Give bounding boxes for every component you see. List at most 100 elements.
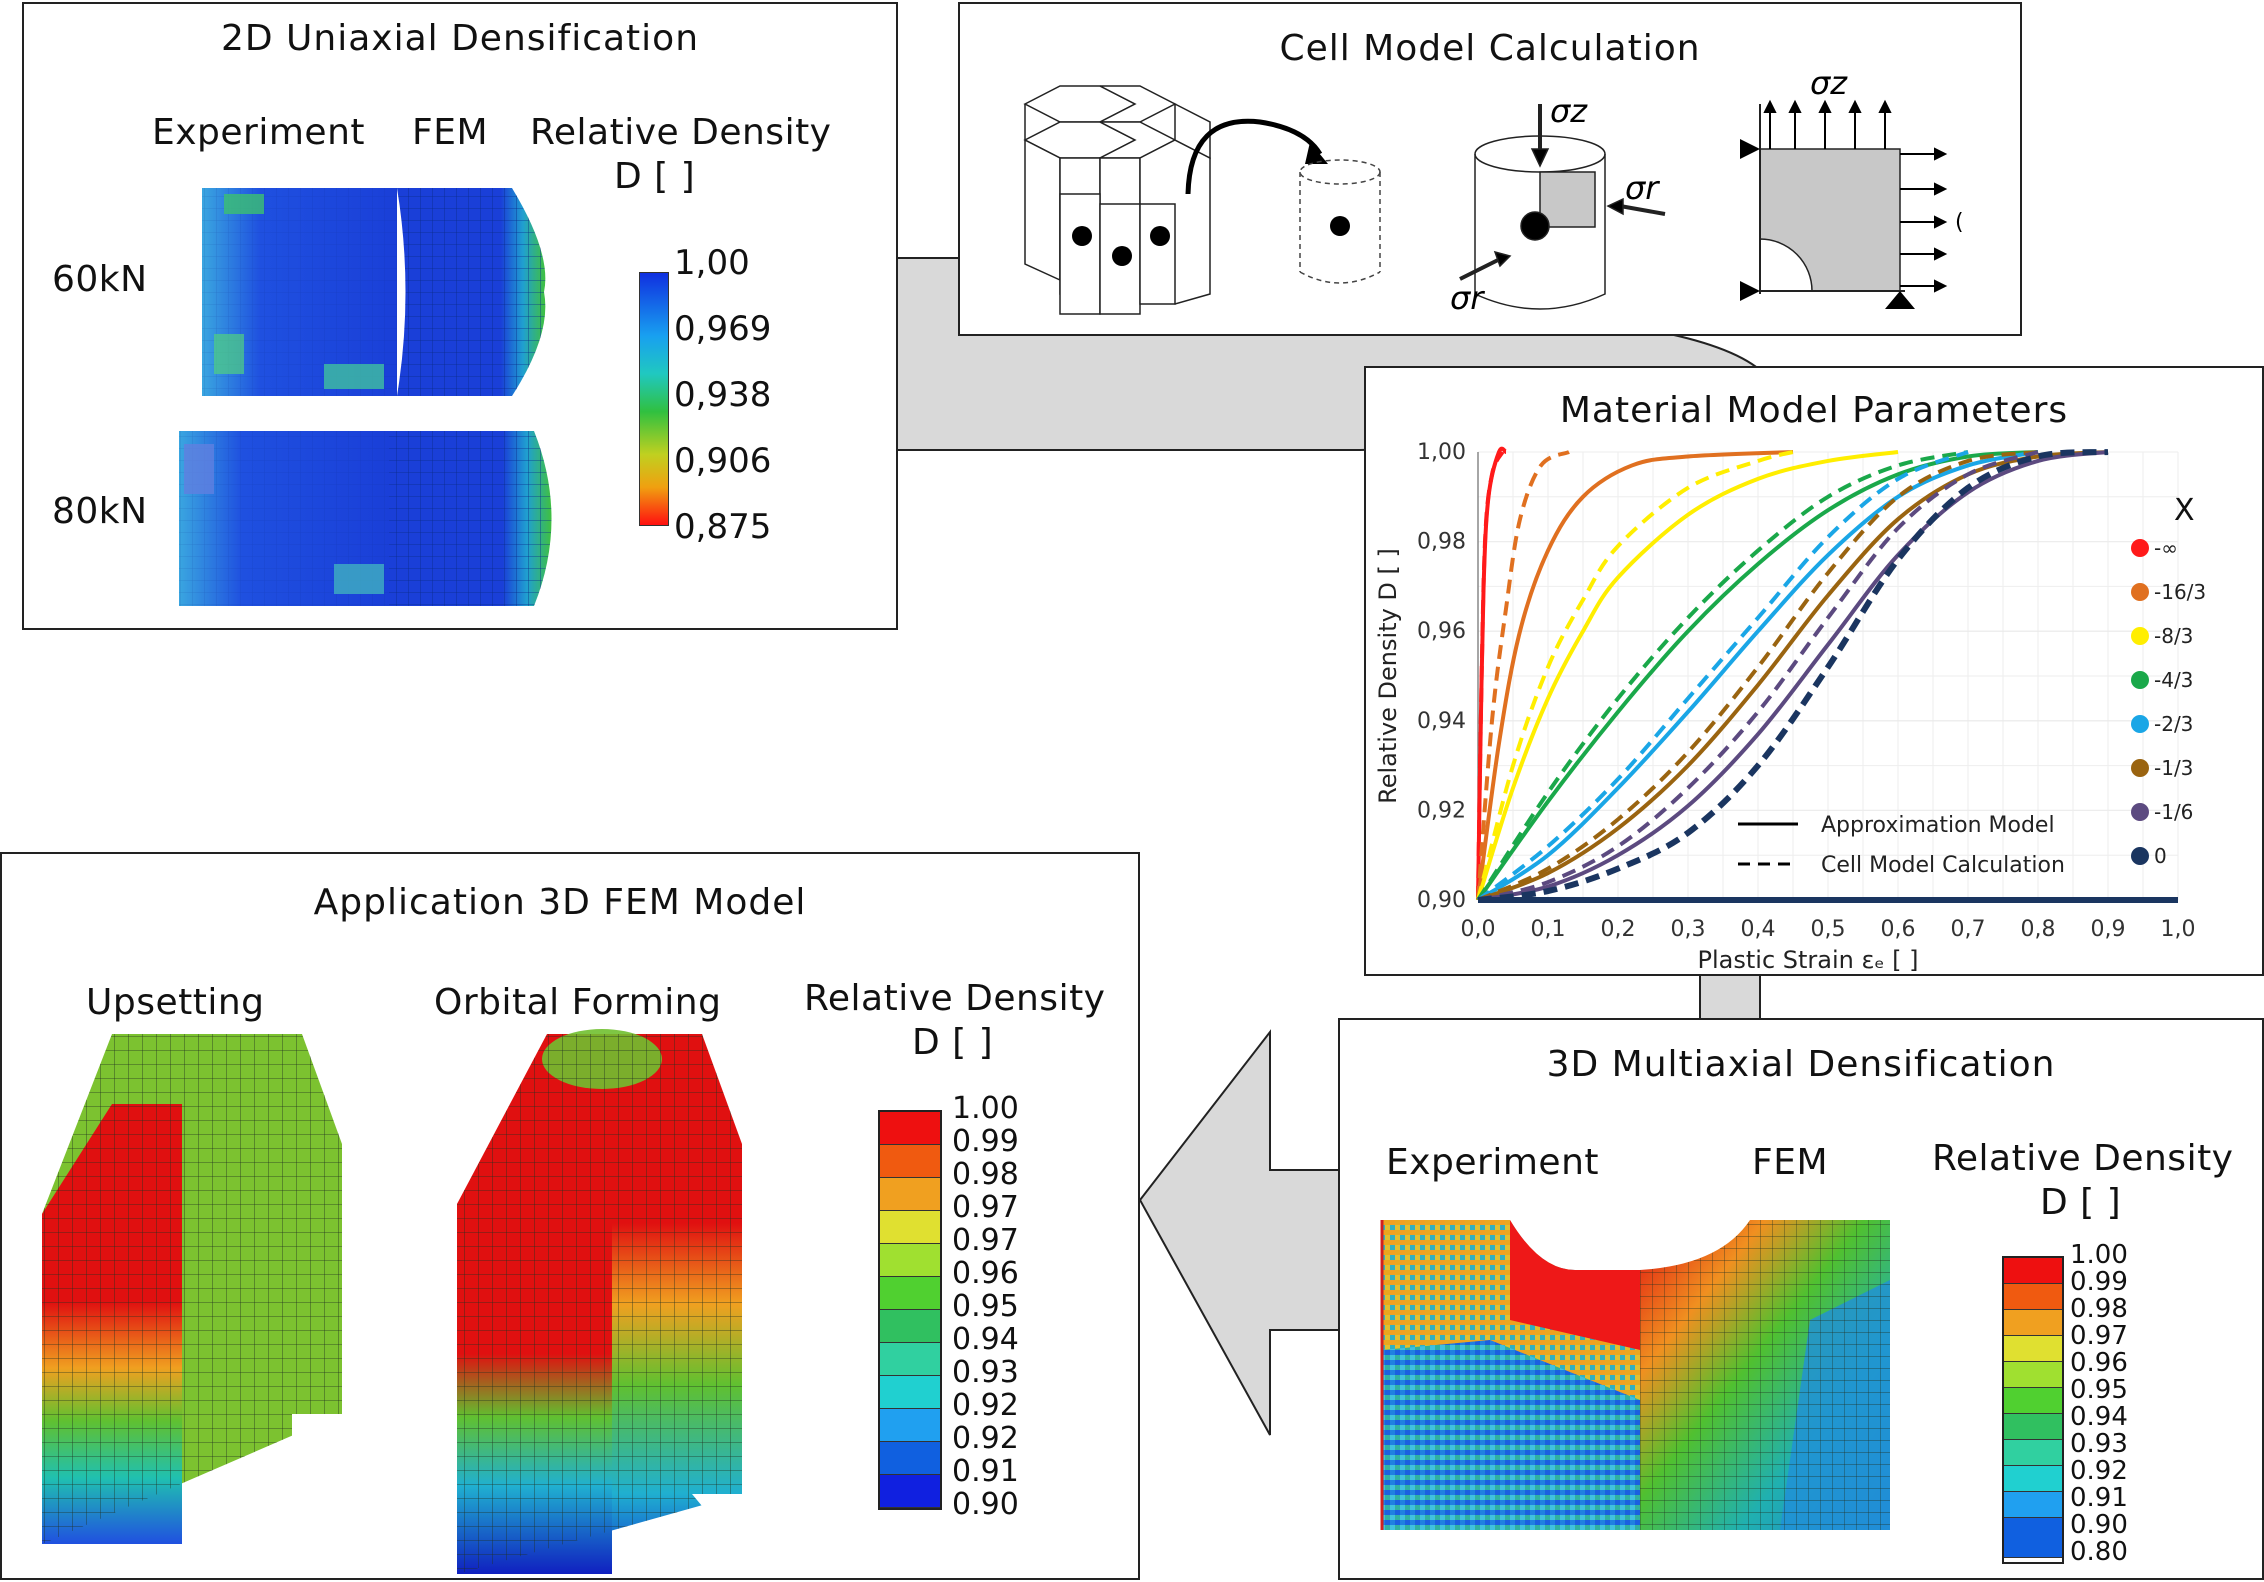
sigma-z-label-2: σz xyxy=(1810,64,1848,102)
application-title: Application 3D FEM Model xyxy=(313,882,807,923)
series-cell-line xyxy=(1477,449,2109,903)
x-tick-label: 0,3 xyxy=(1671,917,1706,942)
app-cb-label-9: 0.92 xyxy=(952,1388,1019,1423)
app-cb-label-1: 0.99 xyxy=(952,1124,1019,1159)
legend-title: X xyxy=(2174,493,2195,528)
app-cb-label-12: 0.90 xyxy=(952,1487,1019,1522)
uniaxial-density-unit: D [ ] xyxy=(614,156,696,197)
multiaxial-col-fem: FEM xyxy=(1752,1142,1829,1183)
sigma-z-label-1: σz xyxy=(1550,92,1588,130)
experiment-section xyxy=(1380,1220,1640,1530)
application-panel: Application 3D FEM Model Upsetting Orbit… xyxy=(0,852,1140,1580)
x-tick-label: 1,0 xyxy=(2161,917,2196,942)
application-models xyxy=(42,1029,742,1574)
app-cb-label-11: 0.91 xyxy=(952,1454,1019,1489)
multi-cb-label-10: 0.90 xyxy=(2070,1510,2128,1540)
series-cell-line xyxy=(1476,450,1969,902)
multi-cb-label-2: 0.98 xyxy=(2070,1294,2128,1324)
legend-label: -1/3 xyxy=(2154,756,2193,780)
row-label-60kn: 60kN xyxy=(52,259,148,300)
multi-cb-label-7: 0.93 xyxy=(2070,1429,2128,1459)
uniaxial-density-label: Relative Density xyxy=(530,112,832,153)
y-tick-label: 0,92 xyxy=(1417,798,1466,823)
sigma-r-label-1: σr xyxy=(1625,169,1660,207)
multiaxial-density-unit: D [ ] xyxy=(2040,1182,2122,1223)
x-tick-label: 0,2 xyxy=(1601,917,1636,942)
y-tick-label: 0,98 xyxy=(1417,530,1466,555)
application-density-label: Relative Density xyxy=(804,978,1106,1019)
style-legend-dashed-label: Cell Model Calculation xyxy=(1821,853,2065,878)
series-approx-line xyxy=(1476,450,1794,901)
app-cb-label-6: 0.95 xyxy=(952,1289,1019,1324)
multi-cb-label-4: 0.96 xyxy=(2070,1348,2128,1378)
legend-label: -8/3 xyxy=(2154,624,2193,648)
specimen-60kn xyxy=(202,188,546,396)
y-tick-label: 0,90 xyxy=(1417,888,1466,913)
application-colorbar xyxy=(878,1110,942,1510)
legend-label: -16/3 xyxy=(2154,580,2206,604)
multiaxial-colorbar xyxy=(2002,1256,2064,1564)
uniaxial-title: 2D Uniaxial Densification xyxy=(220,18,700,59)
material-chart: 0,0 0,1 0,2 0,3 0,4 0,5 0,6 0,7 0,8 0,9 1,0 0,90 0,9… xyxy=(1374,440,2206,974)
multiaxial-section xyxy=(1380,1220,1890,1530)
y-tick-label: 0,96 xyxy=(1417,619,1466,644)
specimen-80kn xyxy=(179,431,552,606)
sigma-r-label-2: σr xyxy=(1450,279,1485,317)
orbital-model xyxy=(457,1029,742,1574)
multi-cb-label-6: 0.94 xyxy=(2070,1402,2128,1432)
x-tick-label: 0,4 xyxy=(1741,917,1776,942)
cell-dot-1 xyxy=(1072,226,1092,246)
multiaxial-density-label: Relative Density xyxy=(1932,1138,2234,1179)
x-tick-label: 0,6 xyxy=(1881,917,1916,942)
svg-text:(: ( xyxy=(1955,210,1964,235)
series-approx-line xyxy=(1476,450,1899,901)
cell-model-illustration: σz σr σr σz ( xyxy=(1023,64,1964,317)
legend-marker xyxy=(2131,847,2149,865)
legend-label: 0 xyxy=(2154,844,2167,868)
multi-cb-label-3: 0.97 xyxy=(2070,1321,2128,1351)
app-cb-label-5: 0.96 xyxy=(952,1256,1019,1291)
y-tick-label: 0,94 xyxy=(1417,709,1466,734)
legend-marker xyxy=(2131,715,2149,733)
upsetting-model xyxy=(42,1034,342,1554)
legend-label: -1/6 xyxy=(2154,800,2193,824)
multi-cb-label-5: 0.95 xyxy=(2070,1375,2128,1405)
series-cell-line xyxy=(1476,450,1969,902)
y-axis-label: Relative Density D [ ] xyxy=(1374,548,1402,804)
fem-section xyxy=(1640,1220,1890,1530)
series-cell-line xyxy=(1476,450,1794,901)
app-cb-label-2: 0.98 xyxy=(952,1157,1019,1192)
legend-marker xyxy=(2131,627,2149,645)
multiaxial-panel: 3D Multiaxial Densification Experiment F… xyxy=(1338,1018,2264,1580)
multiaxial-title: 3D Multiaxial Densification xyxy=(1546,1044,2056,1085)
x-tick-label: 0,1 xyxy=(1531,917,1566,942)
app-cb-label-0: 1.00 xyxy=(952,1091,1019,1126)
dashed-cylinder xyxy=(1299,159,1381,284)
uniaxial-cb-label-0: 1,00 xyxy=(674,243,750,283)
multi-cb-label-8: 0.92 xyxy=(2070,1456,2128,1486)
x-tick-label: 0,7 xyxy=(1951,917,1986,942)
cylinder-dot xyxy=(1330,216,1350,236)
legend-label: -2/3 xyxy=(2154,712,2193,736)
app-cb-label-7: 0.94 xyxy=(952,1322,1019,1357)
quarter-model xyxy=(1759,104,1905,294)
x-tick-label: 0,0 xyxy=(1461,917,1496,942)
uniaxial-cb-label-3: 0,906 xyxy=(674,441,772,481)
series-approx-line xyxy=(1476,446,1508,901)
uniaxial-cb-label-2: 0,938 xyxy=(674,375,772,415)
legend-marker xyxy=(2131,803,2149,821)
supports xyxy=(1740,139,1915,309)
cell-dot-2 xyxy=(1112,246,1132,266)
app-cb-label-10: 0.92 xyxy=(952,1421,1019,1456)
application-density-unit: D [ ] xyxy=(912,1022,994,1063)
legend-label: -4/3 xyxy=(2154,668,2193,692)
load-arrows xyxy=(1763,99,1948,293)
legend-marker xyxy=(2131,671,2149,689)
legend-marker xyxy=(2131,759,2149,777)
multi-cb-label-1: 0.99 xyxy=(2070,1267,2128,1297)
legend-label: -∞ xyxy=(2154,536,2178,560)
legend-marker xyxy=(2131,583,2149,601)
app-cb-label-8: 0.93 xyxy=(952,1355,1019,1390)
loaded-cylinder xyxy=(1459,104,1666,310)
multiaxial-col-experiment: Experiment xyxy=(1386,1142,1600,1183)
